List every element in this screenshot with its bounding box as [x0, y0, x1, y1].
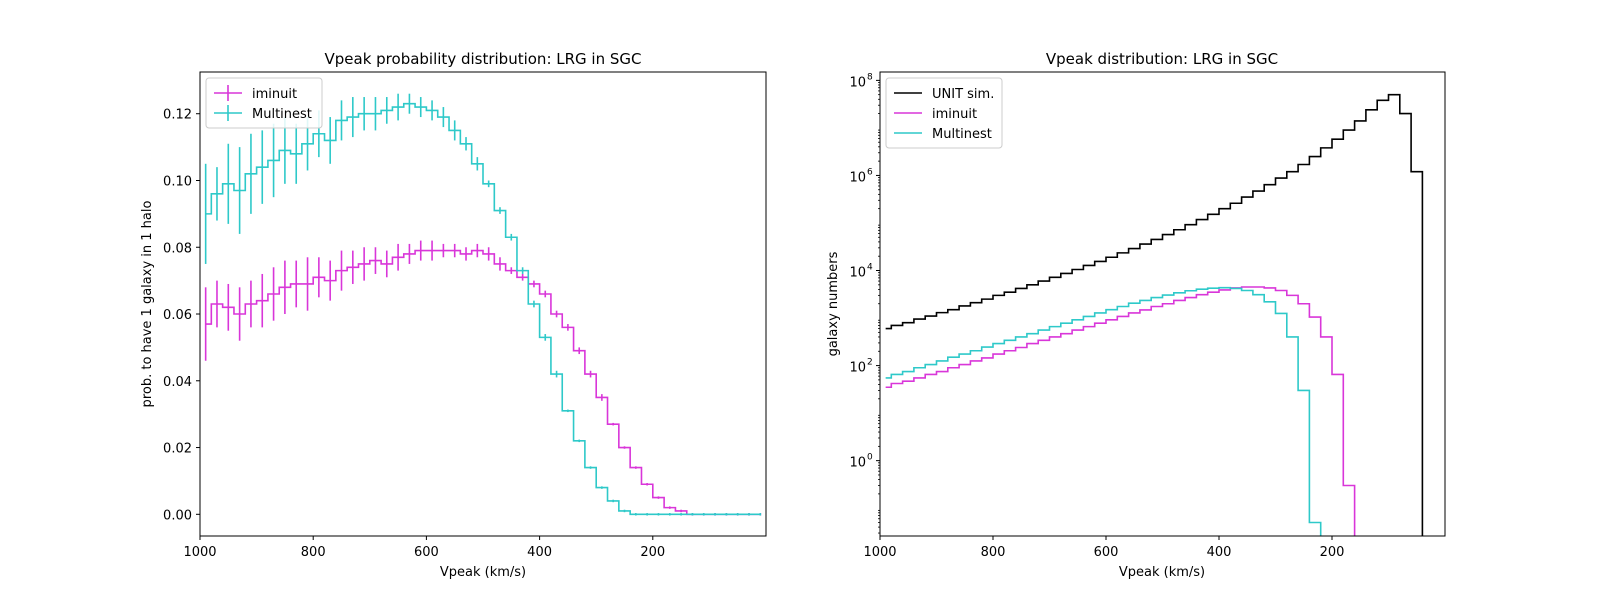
galaxy-numbers-y-tick-label: 10 [849, 170, 866, 185]
probability-y-tick-label: 0.00 [163, 508, 192, 523]
probability-legend-box [205, 77, 323, 129]
galaxy-numbers-y-tick-label: 10 [849, 266, 866, 281]
probability-x-tick-label: 200 [640, 545, 665, 560]
probability-panel: 1000 800 600 400 200 0.00 0.02 0.04 0.06 0.08 0.10… [140, 50, 767, 580]
galaxy-numbers-y-axis-label: galaxy numbers [826, 251, 841, 356]
galaxy-numbers-y-tick-label: 10 [849, 456, 866, 471]
galaxy-numbers-series-iminuit-line [885, 286, 1356, 536]
probability-y-tick-label: 0.12 [163, 108, 192, 123]
galaxy-numbers-y-tick-exponent: 4 [867, 263, 873, 273]
galaxy-numbers-y-tick-label: 10 [849, 361, 866, 376]
probability-axes-frame [199, 71, 767, 537]
probability-y-tick-label: 0.10 [163, 174, 192, 189]
galaxy-numbers-y-tick-label: 10 [849, 75, 866, 90]
galaxy-numbers-x-tick-label: 600 [1094, 545, 1119, 560]
galaxy-numbers-legend-box [885, 77, 1003, 149]
galaxy-numbers-legend-label-multinest: Multinest [932, 127, 992, 142]
galaxy-numbers-x-tick-label: 800 [981, 545, 1006, 560]
probability-y-tick-label: 0.08 [163, 241, 192, 256]
galaxy-numbers-chart-title: Vpeak distribution: LRG in SGC [1046, 50, 1278, 68]
probability-x-tick-label: 600 [414, 545, 439, 560]
galaxy-numbers-y-tick-exponent: 6 [867, 167, 873, 177]
probability-x-tick-label: 1000 [183, 545, 216, 560]
galaxy-numbers-x-tick-label: 400 [1207, 545, 1232, 560]
probability-x-axis-label: Vpeak (km/s) [440, 565, 526, 580]
probability-y-tick-label: 0.06 [163, 308, 192, 323]
galaxy-numbers-x-tick-label: 200 [1320, 545, 1345, 560]
probability-legend-label-multinest: Multinest [252, 107, 312, 122]
probability-chart-title: Vpeak probability distribution: LRG in S… [325, 50, 642, 68]
galaxy-numbers-series-unit-sim-line [885, 93, 1424, 536]
galaxy-numbers-x-tick-label: 1000 [863, 545, 896, 560]
probability-y-tick-label: 0.02 [163, 442, 192, 457]
galaxy-numbers-legend-label-iminuit: iminuit [932, 107, 977, 122]
galaxy-numbers-x-axis-label: Vpeak (km/s) [1119, 565, 1205, 580]
probability-x-tick-label: 400 [527, 545, 552, 560]
galaxy-numbers-series-multinest-line [885, 286, 1322, 536]
galaxy-numbers-y-tick-exponent: 0 [867, 453, 873, 463]
galaxy-numbers-y-tick-exponent: 8 [867, 72, 873, 82]
galaxy-numbers-y-tick-exponent: 2 [867, 358, 873, 368]
probability-y-axis-label: prob. to have 1 galaxy in 1 halo [140, 201, 155, 408]
probability-y-tick-label: 0.04 [163, 375, 192, 390]
probability-legend-label-iminuit: iminuit [252, 87, 297, 102]
probability-x-tick-label: 800 [301, 545, 326, 560]
galaxy-numbers-legend-label-unit-sim: UNIT sim. [932, 87, 994, 102]
